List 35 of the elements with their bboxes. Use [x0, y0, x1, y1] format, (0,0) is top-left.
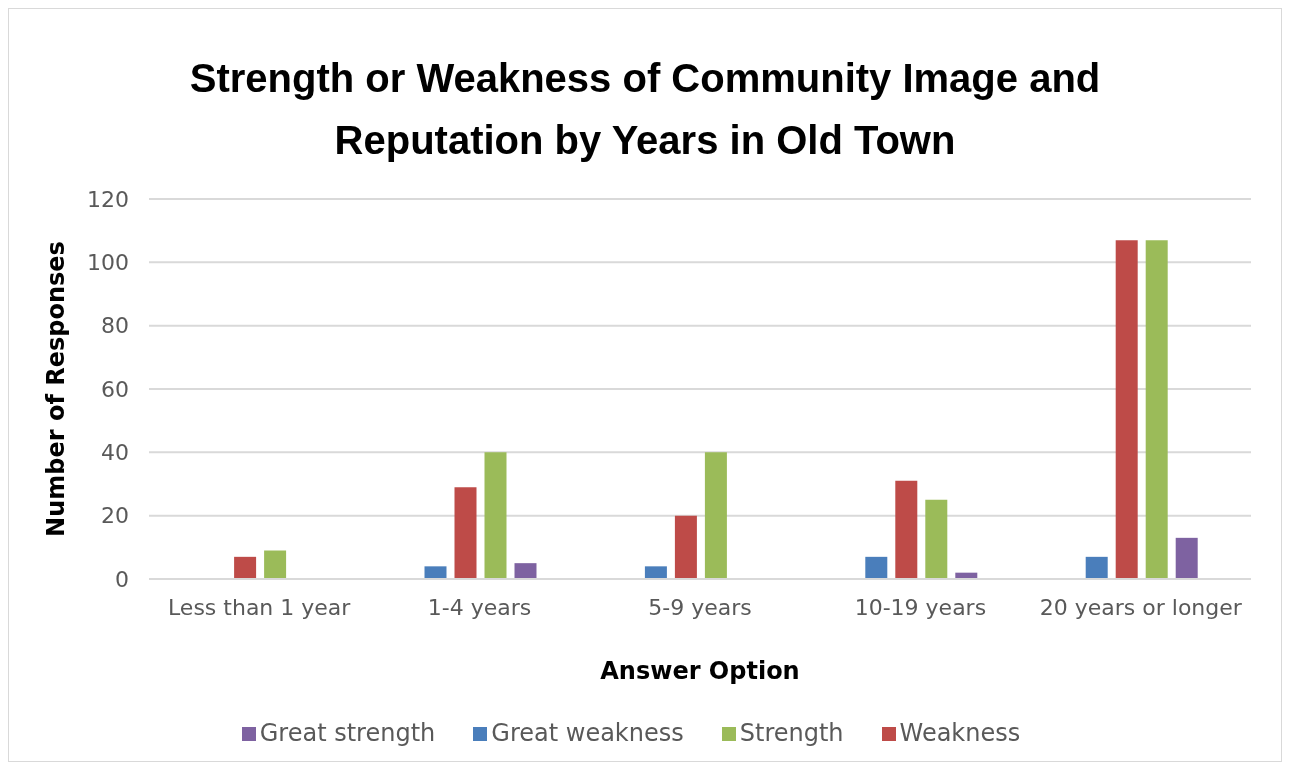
y-tick-label: 20	[101, 503, 129, 529]
y-tick-label: 80	[101, 313, 129, 339]
bar	[424, 566, 447, 579]
bar	[674, 515, 697, 579]
y-axis-title: Number of Responses	[41, 241, 70, 537]
bar	[454, 487, 477, 579]
y-tick-label: 40	[101, 440, 129, 466]
x-tick-label: 1-4 years	[427, 594, 532, 620]
legend-label: Strength	[739, 719, 844, 747]
bar	[264, 550, 287, 579]
y-tick-label: 60	[101, 376, 129, 402]
bar	[484, 452, 507, 579]
bar	[234, 556, 257, 579]
bar	[644, 566, 667, 579]
legend-label: Weakness	[899, 719, 1021, 747]
bar	[704, 452, 727, 579]
x-tick-label: 10-19 years	[854, 594, 987, 620]
legend-label: Great weakness	[491, 719, 684, 747]
x-tick-label: 5-9 years	[648, 594, 752, 620]
bar	[1115, 240, 1138, 579]
bar	[1175, 537, 1198, 579]
bar	[895, 480, 918, 579]
bar	[925, 499, 948, 579]
bar	[514, 563, 537, 579]
x-axis-title: Answer Option	[600, 657, 800, 685]
x-tick-label: Less than 1 year	[168, 594, 352, 620]
x-tick-label: 20 years or longer	[1039, 594, 1243, 620]
chart-title: Strength or Weakness of Community Image and Reputation by Years in Old Town	[188, 55, 1102, 162]
y-tick-label: 120	[87, 186, 129, 212]
y-tick-label: 0	[115, 566, 129, 592]
y-tick-label: 100	[87, 250, 129, 276]
legend-label: Great strength	[259, 719, 436, 747]
bar	[1145, 240, 1168, 579]
bar	[865, 556, 888, 579]
bar	[1085, 556, 1108, 579]
